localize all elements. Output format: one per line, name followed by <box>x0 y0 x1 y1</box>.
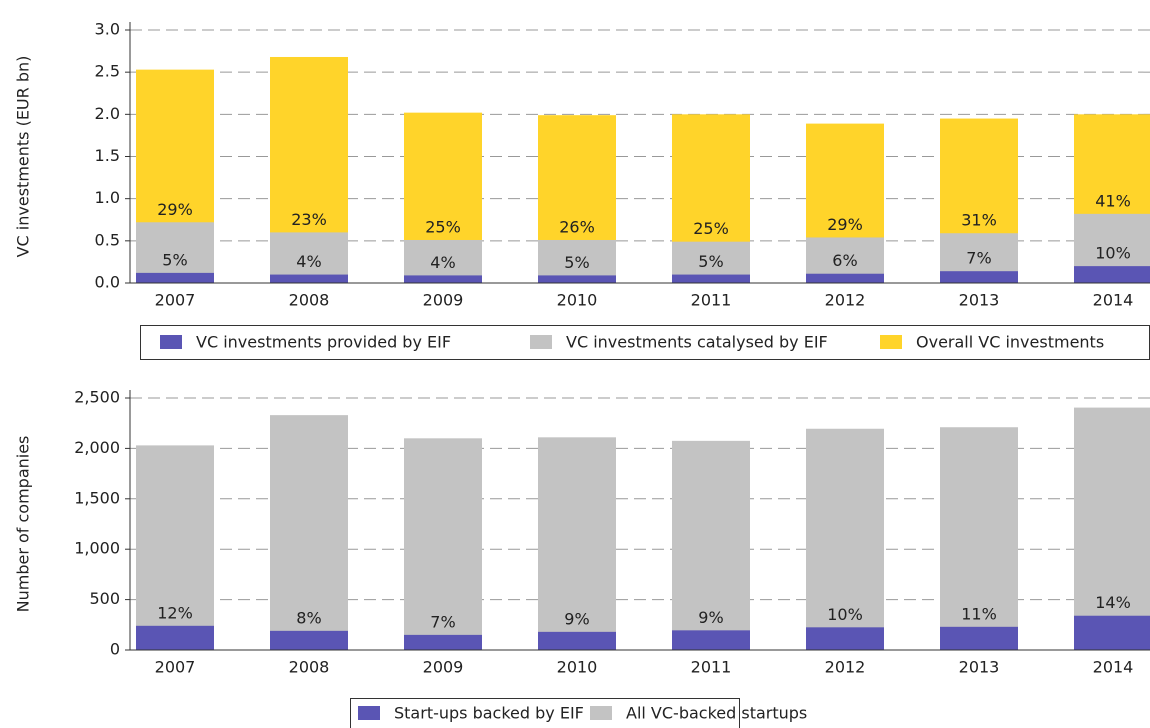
bar <box>806 273 884 283</box>
share-label: 6% <box>832 251 857 270</box>
share-label: 9% <box>698 608 723 627</box>
share-label: 29% <box>827 215 863 234</box>
x-tick-label: 2007 <box>155 658 196 677</box>
bar <box>538 275 616 283</box>
bar <box>270 415 348 650</box>
bar <box>940 626 1018 650</box>
share-label: 10% <box>1095 244 1131 263</box>
y-axis-title: Number of companies <box>14 436 33 613</box>
bar <box>136 272 214 283</box>
share-label: 11% <box>961 604 997 623</box>
x-tick-label: 2010 <box>557 658 598 677</box>
share-label: 41% <box>1095 191 1131 210</box>
share-label: 7% <box>966 249 991 268</box>
legend-swatch <box>530 335 552 349</box>
legend-label: VC investments provided by EIF <box>196 333 451 352</box>
share-label: 26% <box>559 217 595 236</box>
x-tick-label: 2008 <box>289 658 330 677</box>
y-tick-label: 0.0 <box>95 273 120 292</box>
y-axis-title: VC investments (EUR bn) <box>14 56 33 258</box>
y-tick-label: 0 <box>110 640 120 659</box>
share-label: 10% <box>827 605 863 624</box>
y-tick-label: 3.0 <box>95 20 120 39</box>
bar <box>270 274 348 283</box>
share-label: 12% <box>157 603 193 622</box>
legend-label: All VC-backed startups <box>626 704 807 723</box>
x-tick-label: 2008 <box>289 291 330 310</box>
bar <box>270 232 348 283</box>
y-tick-label: 2,000 <box>74 438 120 457</box>
y-tick-label: 1.5 <box>95 146 120 165</box>
bar <box>672 274 750 283</box>
bar <box>940 427 1018 650</box>
bar <box>538 437 616 650</box>
bar <box>806 428 884 650</box>
share-label: 29% <box>157 200 193 219</box>
bar <box>136 625 214 650</box>
y-tick-label: 1,000 <box>74 539 120 558</box>
y-tick-label: 1,500 <box>74 488 120 507</box>
share-label: 5% <box>698 252 723 271</box>
bar <box>404 275 482 283</box>
x-tick-label: 2012 <box>825 658 866 677</box>
share-label: 14% <box>1095 593 1131 612</box>
bar <box>270 630 348 650</box>
share-label: 7% <box>430 612 455 631</box>
legend-swatch <box>590 706 612 720</box>
legend-swatch <box>358 706 380 720</box>
share-label: 4% <box>430 253 455 272</box>
legend-label: Start-ups backed by EIF <box>394 704 584 723</box>
x-tick-label: 2012 <box>825 291 866 310</box>
legend-label: VC investments catalysed by EIF <box>566 333 828 352</box>
share-label: 5% <box>162 250 187 269</box>
bar <box>940 271 1018 283</box>
x-tick-label: 2011 <box>691 658 732 677</box>
share-label: 31% <box>961 211 997 230</box>
bar <box>1074 615 1150 650</box>
bar <box>1074 266 1150 283</box>
x-tick-label: 2010 <box>557 291 598 310</box>
share-label: 9% <box>564 609 589 628</box>
y-tick-label: 2,500 <box>74 388 120 407</box>
bar <box>1074 407 1150 650</box>
share-label: 4% <box>296 252 321 271</box>
share-label: 8% <box>296 608 321 627</box>
x-tick-label: 2011 <box>691 291 732 310</box>
x-tick-label: 2014 <box>1093 291 1134 310</box>
bar <box>806 627 884 650</box>
legend-swatch <box>160 335 182 349</box>
bar <box>672 630 750 650</box>
share-label: 25% <box>425 217 461 236</box>
legend-box <box>350 698 740 728</box>
x-tick-label: 2007 <box>155 291 196 310</box>
bar <box>672 440 750 650</box>
bar <box>404 634 482 650</box>
legend-swatch <box>880 335 902 349</box>
legend-label: Overall VC investments <box>916 333 1104 352</box>
x-tick-label: 2013 <box>959 291 1000 310</box>
x-tick-label: 2014 <box>1093 658 1134 677</box>
bar <box>538 631 616 650</box>
share-label: 23% <box>291 210 327 229</box>
bar <box>404 438 482 650</box>
share-label: 25% <box>693 219 729 238</box>
share-label: 5% <box>564 253 589 272</box>
y-tick-label: 2.5 <box>95 62 120 81</box>
y-tick-label: 2.0 <box>95 104 120 123</box>
y-tick-label: 500 <box>89 589 120 608</box>
y-tick-label: 0.5 <box>95 230 120 249</box>
x-tick-label: 2009 <box>423 658 464 677</box>
x-tick-label: 2009 <box>423 291 464 310</box>
y-tick-label: 1.0 <box>95 188 120 207</box>
bar <box>136 445 214 650</box>
x-tick-label: 2013 <box>959 658 1000 677</box>
